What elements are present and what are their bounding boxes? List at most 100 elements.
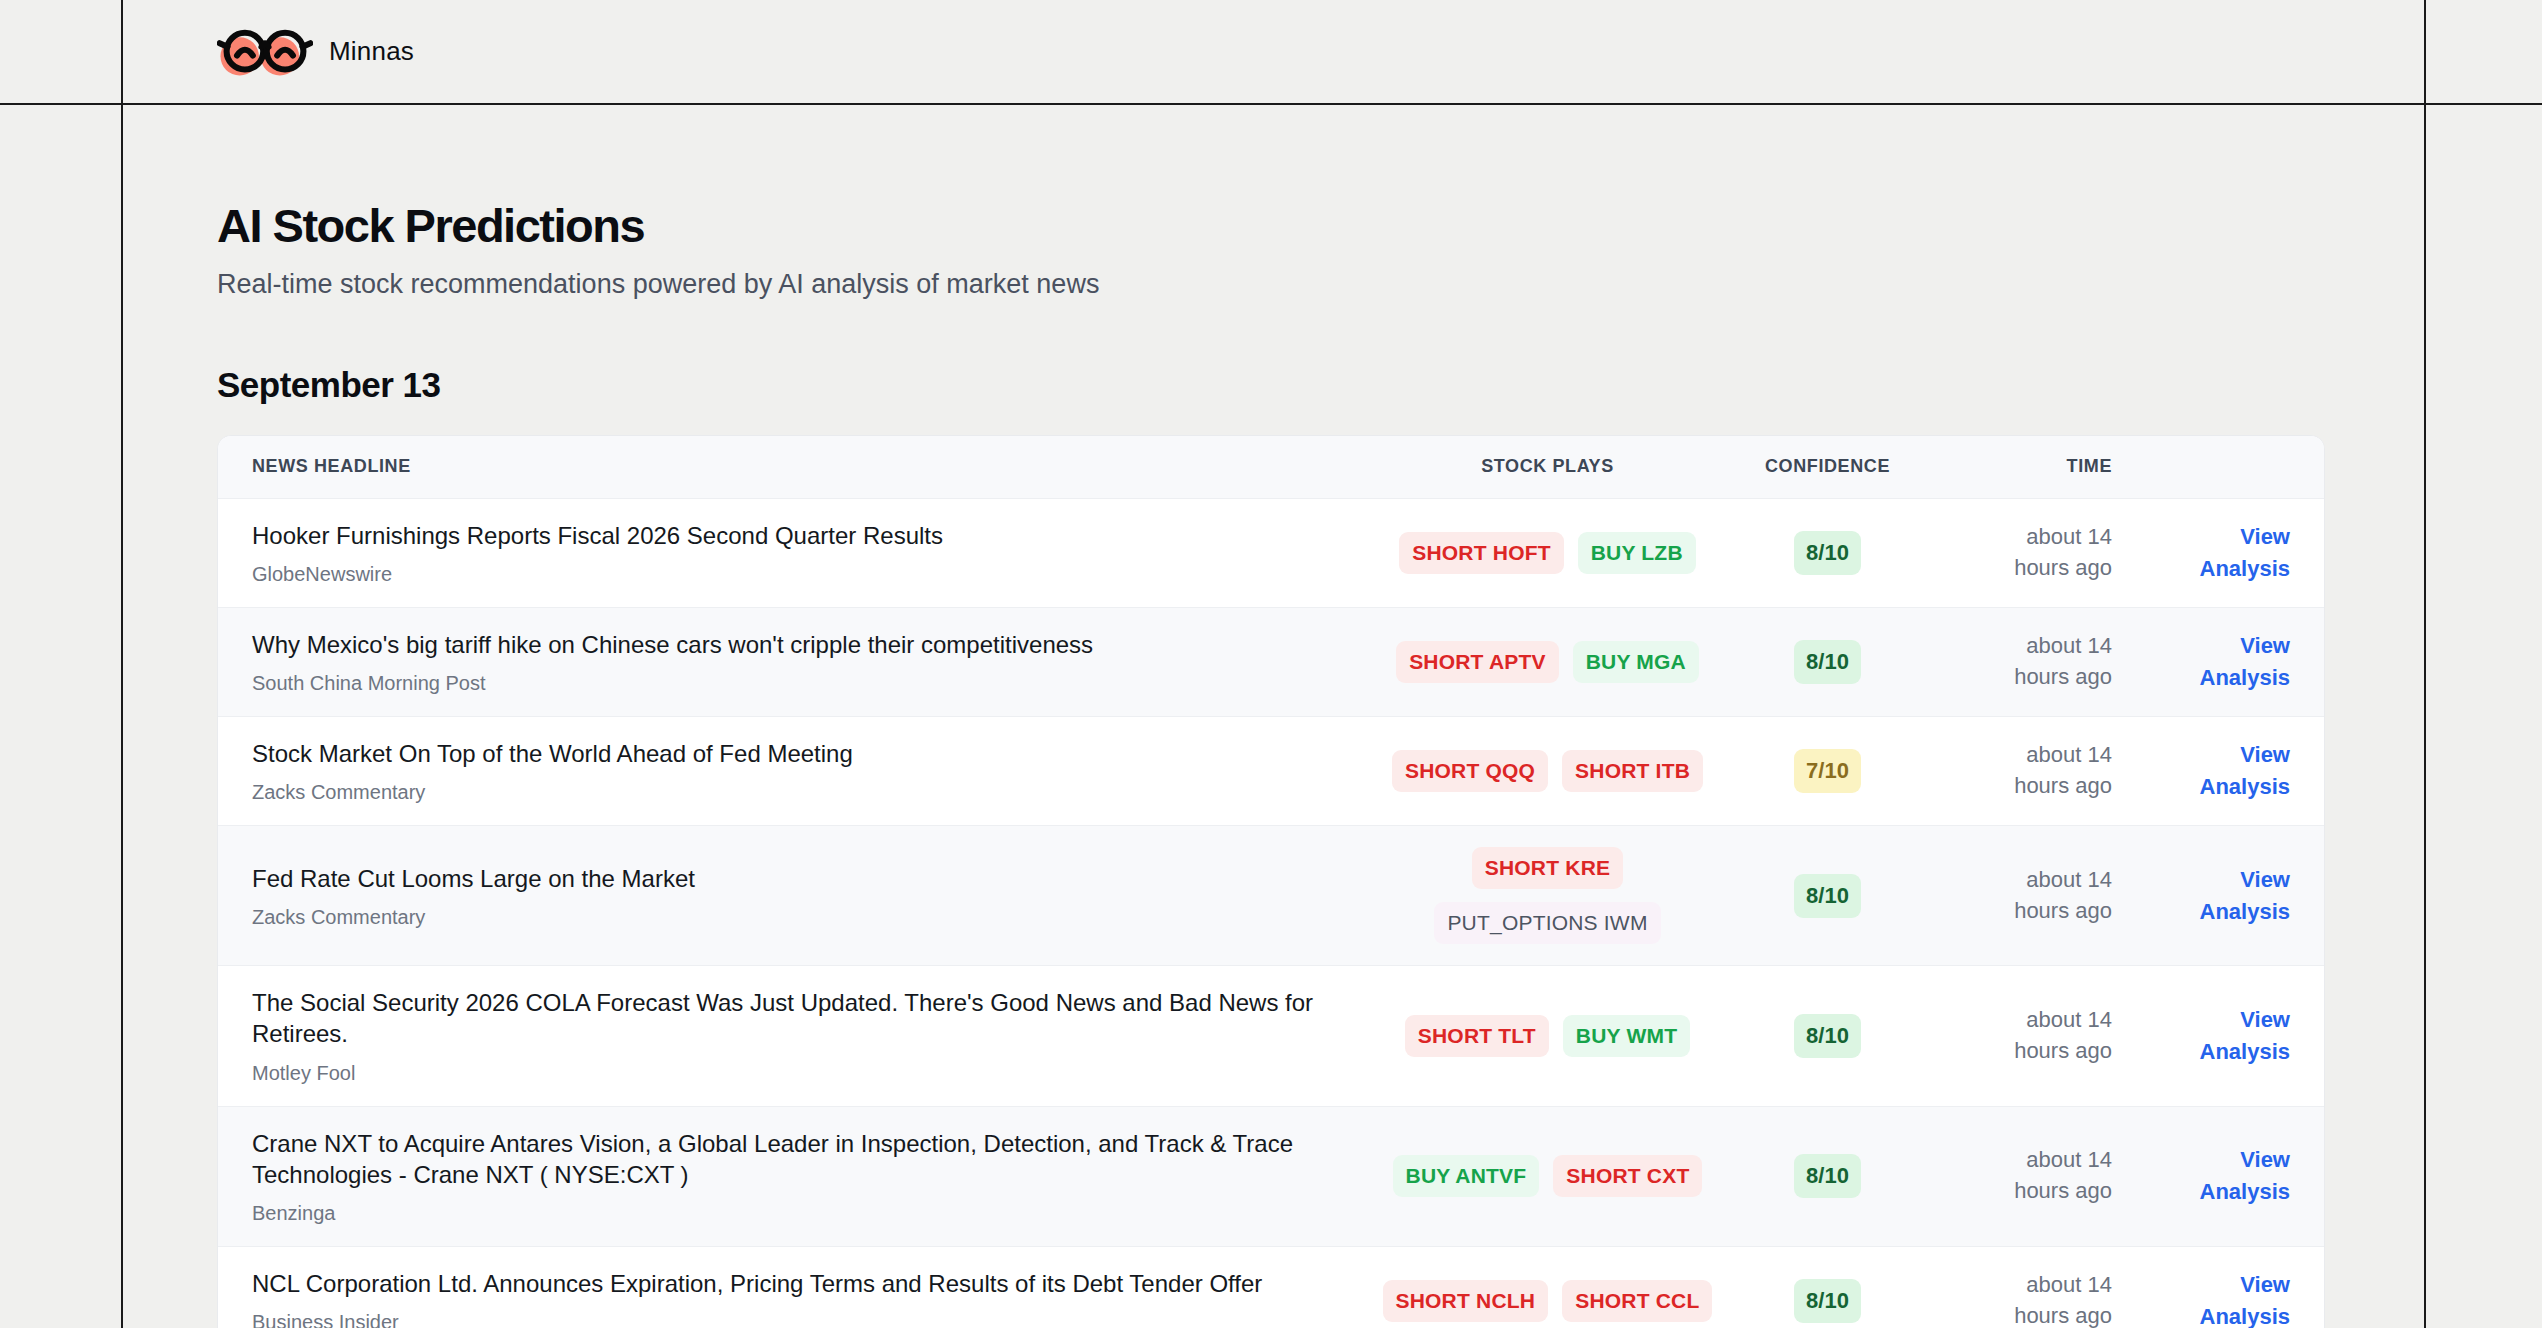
analysis-cell: View Analysis xyxy=(2112,1004,2290,1068)
time-cell: about 14 hours ago xyxy=(1940,522,2112,584)
column-header-confidence: CONFIDENCE xyxy=(1715,456,1940,477)
table-row: Hooker Furnishings Reports Fiscal 2026 S… xyxy=(218,498,2324,607)
analysis-cell: View Analysis xyxy=(2112,1269,2290,1328)
news-source: Zacks Commentary xyxy=(252,905,1380,929)
stock-play-badge: SHORT CCL xyxy=(1562,1280,1712,1322)
confidence-cell: 8/10 xyxy=(1715,531,1940,575)
column-header-news-headline: NEWS HEADLINE xyxy=(252,456,1380,477)
right-frame-line xyxy=(2424,0,2426,1328)
stock-play-badge: SHORT KRE xyxy=(1472,847,1623,889)
headline-cell: Why Mexico's big tariff hike on Chinese … xyxy=(252,629,1380,695)
time-ago: about 14 hours ago xyxy=(2004,522,2112,584)
time-cell: about 14 hours ago xyxy=(1940,1005,2112,1067)
headline-cell: Stock Market On Top of the World Ahead o… xyxy=(252,738,1380,804)
time-ago: about 14 hours ago xyxy=(2004,740,2112,802)
predictions-table: NEWS HEADLINE STOCK PLAYS CONFIDENCE TIM… xyxy=(217,435,2325,1328)
stock-play-badge: SHORT APTV xyxy=(1396,641,1559,683)
table-row: Stock Market On Top of the World Ahead o… xyxy=(218,716,2324,825)
confidence-badge: 8/10 xyxy=(1794,874,1861,918)
brand-name: Minnas xyxy=(329,36,414,67)
news-headline: Why Mexico's big tariff hike on Chinese … xyxy=(252,629,1380,660)
headline-cell: The Social Security 2026 COLA Forecast W… xyxy=(252,987,1380,1084)
date-section-heading: September 13 xyxy=(217,366,2325,405)
stock-play-badge: BUY MGA xyxy=(1573,641,1699,683)
stock-play-badge: PUT_OPTIONS IWM xyxy=(1434,902,1660,944)
confidence-badge: 7/10 xyxy=(1794,749,1861,793)
news-headline: Hooker Furnishings Reports Fiscal 2026 S… xyxy=(252,520,1380,551)
stock-plays-cell: SHORT HOFT BUY LZB xyxy=(1380,532,1715,574)
view-analysis-link[interactable]: View Analysis xyxy=(2178,864,2290,928)
confidence-cell: 7/10 xyxy=(1715,749,1940,793)
stock-play-badge: SHORT TLT xyxy=(1405,1015,1549,1057)
view-analysis-link[interactable]: View Analysis xyxy=(2178,521,2290,585)
analysis-cell: View Analysis xyxy=(2112,739,2290,803)
stock-play-badge: BUY LZB xyxy=(1578,532,1696,574)
headline-cell: Hooker Furnishings Reports Fiscal 2026 S… xyxy=(252,520,1380,586)
top-navigation-bar: Minnas xyxy=(0,0,2542,103)
confidence-cell: 8/10 xyxy=(1715,1154,1940,1198)
stock-plays-cell: BUY ANTVF SHORT CXT xyxy=(1380,1155,1715,1197)
confidence-badge: 8/10 xyxy=(1794,1014,1861,1058)
column-header-stock-plays: STOCK PLAYS xyxy=(1380,456,1715,477)
confidence-badge: 8/10 xyxy=(1794,1279,1861,1323)
column-header-time: TIME xyxy=(1940,456,2112,477)
stock-play-badge: BUY ANTVF xyxy=(1393,1155,1540,1197)
left-frame-line xyxy=(121,0,123,1328)
time-ago: about 14 hours ago xyxy=(2004,865,2112,927)
news-source: South China Morning Post xyxy=(252,671,1380,695)
view-analysis-link[interactable]: View Analysis xyxy=(2178,739,2290,803)
stock-play-badge: BUY WMT xyxy=(1563,1015,1690,1057)
table-row: The Social Security 2026 COLA Forecast W… xyxy=(218,965,2324,1105)
time-cell: about 14 hours ago xyxy=(1940,631,2112,693)
confidence-badge: 8/10 xyxy=(1794,531,1861,575)
confidence-badge: 8/10 xyxy=(1794,1154,1861,1198)
confidence-cell: 8/10 xyxy=(1715,874,1940,918)
table-row: Why Mexico's big tariff hike on Chinese … xyxy=(218,607,2324,716)
time-cell: about 14 hours ago xyxy=(1940,1145,2112,1207)
headline-cell: Crane NXT to Acquire Antares Vision, a G… xyxy=(252,1128,1380,1225)
news-headline: Fed Rate Cut Looms Large on the Market xyxy=(252,863,1380,894)
view-analysis-link[interactable]: View Analysis xyxy=(2178,1004,2290,1068)
table-header-row: NEWS HEADLINE STOCK PLAYS CONFIDENCE TIM… xyxy=(218,436,2324,498)
analysis-cell: View Analysis xyxy=(2112,521,2290,585)
news-headline: The Social Security 2026 COLA Forecast W… xyxy=(252,987,1380,1049)
analysis-cell: View Analysis xyxy=(2112,864,2290,928)
topbar-divider xyxy=(0,103,2542,105)
time-cell: about 14 hours ago xyxy=(1940,1270,2112,1328)
stock-plays-cell: SHORT APTV BUY MGA xyxy=(1380,641,1715,683)
news-source: Benzinga xyxy=(252,1201,1380,1225)
stock-play-badge: SHORT HOFT xyxy=(1399,532,1564,574)
table-row: NCL Corporation Ltd. Announces Expiratio… xyxy=(218,1246,2324,1328)
headline-cell: NCL Corporation Ltd. Announces Expiratio… xyxy=(252,1268,1380,1328)
page-title: AI Stock Predictions xyxy=(217,199,2325,253)
news-source: Business Insider xyxy=(252,1310,1380,1328)
time-cell: about 14 hours ago xyxy=(1940,740,2112,802)
table-row: Fed Rate Cut Looms Large on the Market Z… xyxy=(218,825,2324,965)
news-source: Zacks Commentary xyxy=(252,780,1380,804)
news-headline: Crane NXT to Acquire Antares Vision, a G… xyxy=(252,1128,1380,1190)
brand-logo[interactable]: Minnas xyxy=(217,22,2325,82)
stock-play-badge: SHORT NCLH xyxy=(1383,1280,1549,1322)
time-ago: about 14 hours ago xyxy=(2004,1145,2112,1207)
time-cell: about 14 hours ago xyxy=(1940,865,2112,927)
confidence-cell: 8/10 xyxy=(1715,1014,1940,1058)
stock-play-badge: SHORT CXT xyxy=(1553,1155,1702,1197)
page-subtitle: Real-time stock recommendations powered … xyxy=(217,267,2325,302)
glasses-logo-icon xyxy=(217,22,313,82)
confidence-cell: 8/10 xyxy=(1715,640,1940,684)
news-source: Motley Fool xyxy=(252,1061,1380,1085)
time-ago: about 14 hours ago xyxy=(2004,631,2112,693)
time-ago: about 14 hours ago xyxy=(2004,1270,2112,1328)
view-analysis-link[interactable]: View Analysis xyxy=(2178,1269,2290,1328)
stock-plays-cell: SHORT NCLH SHORT CCL xyxy=(1380,1280,1715,1322)
analysis-cell: View Analysis xyxy=(2112,1144,2290,1208)
confidence-badge: 8/10 xyxy=(1794,640,1861,684)
stock-plays-cell: SHORT KRE PUT_OPTIONS IWM xyxy=(1380,847,1715,944)
news-headline: Stock Market On Top of the World Ahead o… xyxy=(252,738,1380,769)
analysis-cell: View Analysis xyxy=(2112,630,2290,694)
view-analysis-link[interactable]: View Analysis xyxy=(2178,630,2290,694)
confidence-cell: 8/10 xyxy=(1715,1279,1940,1323)
stock-plays-cell: SHORT QQQ SHORT ITB xyxy=(1380,750,1715,792)
view-analysis-link[interactable]: View Analysis xyxy=(2178,1144,2290,1208)
stock-plays-cell: SHORT TLT BUY WMT xyxy=(1380,1015,1715,1057)
